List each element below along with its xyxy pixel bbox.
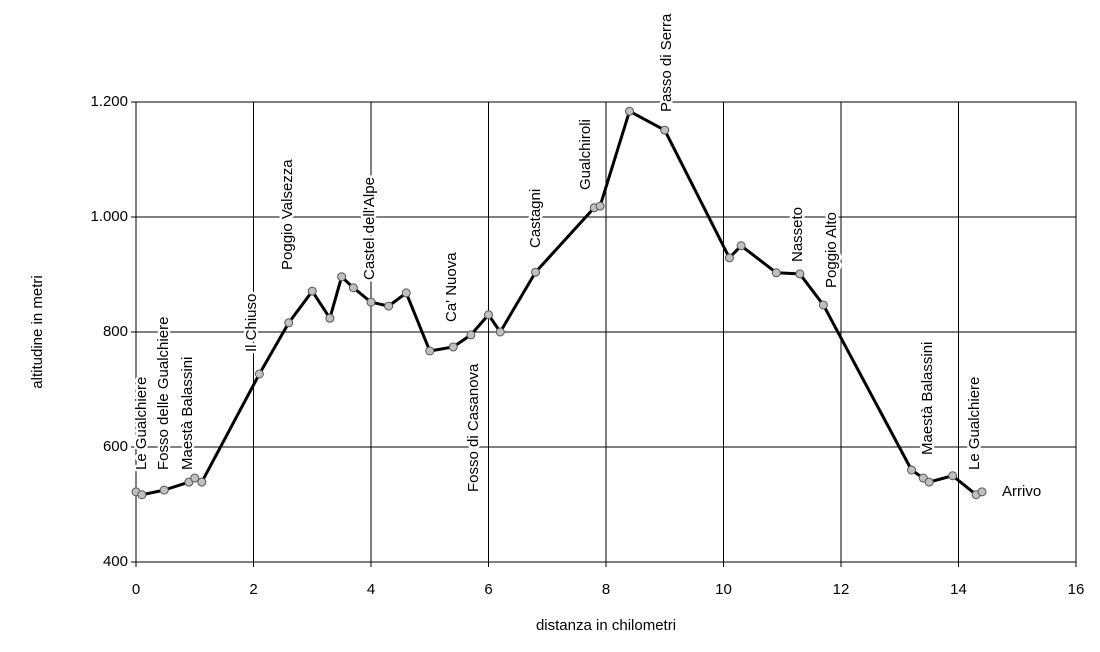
y-tick-label: 1.000 <box>90 208 128 225</box>
x-axis-title: distanza in chilometri <box>536 617 676 634</box>
x-tick-label: 8 <box>602 581 610 598</box>
point <box>924 477 934 487</box>
annotation: Castel dell'Alpe <box>361 177 378 280</box>
point <box>595 201 605 211</box>
point <box>724 253 734 263</box>
point <box>948 471 958 481</box>
point <box>137 490 147 500</box>
point <box>466 330 476 340</box>
point <box>425 346 435 356</box>
x-tick-label: 10 <box>715 581 732 598</box>
point <box>660 125 670 135</box>
annotation: Il Chiuso <box>243 294 260 352</box>
annotation: Maestà Balassini <box>919 342 936 455</box>
annotation: Le Gualchiere <box>133 377 150 470</box>
annotation: Passo di Serra <box>658 13 675 112</box>
point <box>337 272 347 282</box>
point <box>771 268 781 278</box>
annotation: Nasseto <box>789 207 806 262</box>
point <box>348 283 358 293</box>
annotation: Poggio Alto <box>823 212 840 288</box>
annotation: Gualchiroli <box>577 119 594 190</box>
annotation: Le Gualchiere <box>966 377 983 470</box>
point <box>307 286 317 296</box>
y-tick-label: 400 <box>103 553 128 570</box>
point <box>366 297 376 307</box>
point <box>401 288 411 298</box>
point <box>159 485 169 495</box>
point <box>284 318 294 328</box>
x-tick-label: 14 <box>950 581 967 598</box>
y-tick-label: 800 <box>103 323 128 340</box>
point <box>977 487 987 497</box>
point <box>254 369 264 379</box>
point <box>448 342 458 352</box>
plot-frame <box>135 101 1077 563</box>
y-tick-label: 600 <box>103 438 128 455</box>
point <box>818 300 828 310</box>
point <box>190 473 200 483</box>
profile-line <box>135 109 983 497</box>
x-tick-label: 0 <box>132 581 140 598</box>
x-tick-label: 6 <box>484 581 492 598</box>
x-tick-label: 12 <box>833 581 850 598</box>
annotation: Fosso di Casanova <box>465 363 482 492</box>
x-tick-label: 4 <box>367 581 375 598</box>
x-tick-label: 16 <box>1068 581 1085 598</box>
annotation: Arrivo <box>1002 483 1041 500</box>
point <box>384 301 394 311</box>
y-axis-title: altitudine in metri <box>29 275 46 388</box>
point <box>736 241 746 251</box>
point <box>531 267 540 277</box>
point <box>795 269 805 279</box>
x-tick-label: 2 <box>249 581 257 598</box>
annotation: Poggio Valsezza <box>279 159 296 270</box>
annotation: Maestà Balassini <box>179 357 196 470</box>
point <box>325 313 335 323</box>
y-tick-label: 1.200 <box>90 93 128 110</box>
annotation: Castagni <box>527 189 544 248</box>
annotation: Fosso delle Gualchiere <box>155 317 172 470</box>
point <box>625 106 634 116</box>
annotation: Ca' Nuova <box>443 252 460 322</box>
point <box>197 477 207 487</box>
point <box>907 465 916 475</box>
point <box>484 310 493 320</box>
point <box>495 327 505 337</box>
